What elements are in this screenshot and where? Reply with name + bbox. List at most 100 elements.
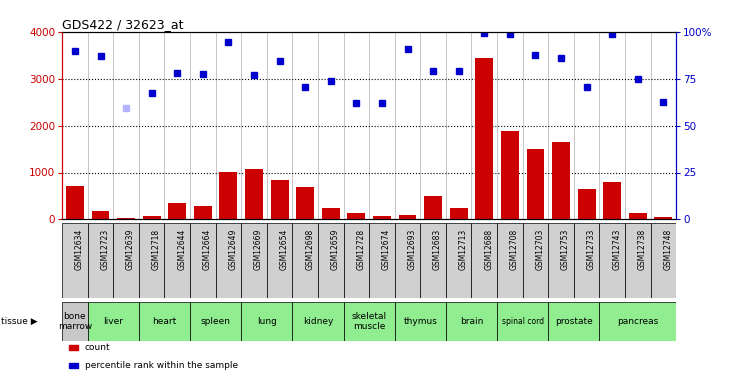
Bar (88, 302, 139, 341)
Bar (168, 203, 186, 219)
Text: spleen: spleen (200, 317, 231, 326)
Bar (322, 208, 340, 219)
Text: GSM12698: GSM12698 (306, 229, 314, 270)
Text: kidney: kidney (303, 317, 333, 326)
Text: GSM12664: GSM12664 (203, 229, 212, 270)
Bar (66, 186, 84, 219)
Text: GSM12688: GSM12688 (484, 229, 493, 270)
Bar (62, 302, 88, 341)
Text: heart: heart (152, 317, 177, 326)
Bar (471, 223, 497, 298)
Bar (548, 302, 599, 341)
Text: GSM12693: GSM12693 (408, 229, 417, 270)
Text: GSM12708: GSM12708 (510, 229, 519, 270)
Bar (373, 216, 391, 219)
Bar (344, 302, 395, 341)
Bar (344, 223, 369, 298)
Text: tissue ▶: tissue ▶ (1, 317, 38, 326)
Bar (603, 182, 621, 219)
Bar (292, 223, 318, 298)
Text: GSM12728: GSM12728 (357, 229, 366, 270)
Bar (270, 180, 289, 219)
Bar (369, 223, 395, 298)
Bar (398, 214, 417, 219)
Bar (654, 217, 673, 219)
Bar (194, 206, 212, 219)
Bar (526, 149, 545, 219)
Bar (577, 189, 596, 219)
Bar (424, 196, 442, 219)
Text: GSM12669: GSM12669 (254, 229, 263, 270)
Bar (497, 302, 548, 341)
Bar (292, 302, 344, 341)
Bar (395, 302, 446, 341)
Bar (117, 217, 135, 219)
Text: GSM12748: GSM12748 (664, 229, 673, 270)
Bar (446, 223, 471, 298)
Bar (629, 213, 647, 219)
Bar (241, 302, 292, 341)
Text: GSM12718: GSM12718 (152, 229, 161, 270)
Text: GSM12639: GSM12639 (126, 229, 135, 270)
Text: GSM12713: GSM12713 (459, 229, 468, 270)
Bar (143, 216, 161, 219)
Bar (267, 223, 292, 298)
Bar (497, 223, 523, 298)
Bar (190, 223, 216, 298)
Text: pancreas: pancreas (617, 317, 659, 326)
Text: thymus: thymus (404, 317, 437, 326)
Bar (651, 223, 676, 298)
Text: count: count (85, 343, 110, 352)
Bar (190, 302, 241, 341)
Bar (420, 223, 446, 298)
Bar (88, 223, 113, 298)
Bar (139, 223, 164, 298)
Bar (219, 172, 238, 219)
Text: brain: brain (460, 317, 483, 326)
Bar (139, 302, 190, 341)
Bar (475, 58, 493, 219)
Text: GSM12644: GSM12644 (178, 229, 186, 270)
Bar (296, 187, 314, 219)
Text: GSM12683: GSM12683 (433, 229, 442, 270)
Text: bone
marrow: bone marrow (58, 312, 92, 331)
Text: GSM12733: GSM12733 (587, 229, 596, 270)
Text: prostate: prostate (555, 317, 593, 326)
Bar (245, 169, 263, 219)
Text: GDS422 / 32623_at: GDS422 / 32623_at (62, 18, 183, 31)
Bar (318, 223, 344, 298)
Text: lung: lung (257, 317, 277, 326)
Bar (599, 223, 625, 298)
Text: liver: liver (103, 317, 124, 326)
Text: skeletal
muscle: skeletal muscle (352, 312, 387, 331)
Text: GSM12649: GSM12649 (228, 229, 238, 270)
Bar (113, 223, 139, 298)
Text: GSM12654: GSM12654 (279, 229, 289, 270)
Text: GSM12743: GSM12743 (612, 229, 621, 270)
Bar (552, 142, 570, 219)
Bar (446, 302, 497, 341)
Bar (625, 223, 651, 298)
Bar (599, 302, 676, 341)
Text: GSM12703: GSM12703 (535, 229, 545, 270)
Bar (347, 213, 366, 219)
Text: GSM12723: GSM12723 (101, 229, 110, 270)
Bar (62, 223, 88, 298)
Text: GSM12674: GSM12674 (382, 229, 391, 270)
Bar (548, 223, 574, 298)
Bar (501, 131, 519, 219)
Bar (523, 223, 548, 298)
Text: GSM12634: GSM12634 (75, 229, 84, 270)
Bar (164, 223, 190, 298)
Text: GSM12753: GSM12753 (561, 229, 570, 270)
Bar (450, 208, 468, 219)
Bar (216, 223, 241, 298)
Bar (574, 223, 599, 298)
Text: GSM12659: GSM12659 (330, 229, 340, 270)
Bar (241, 223, 267, 298)
Text: GSM12738: GSM12738 (637, 229, 647, 270)
Text: spinal cord: spinal cord (501, 317, 544, 326)
Text: percentile rank within the sample: percentile rank within the sample (85, 361, 238, 370)
Bar (91, 211, 110, 219)
Bar (395, 223, 420, 298)
